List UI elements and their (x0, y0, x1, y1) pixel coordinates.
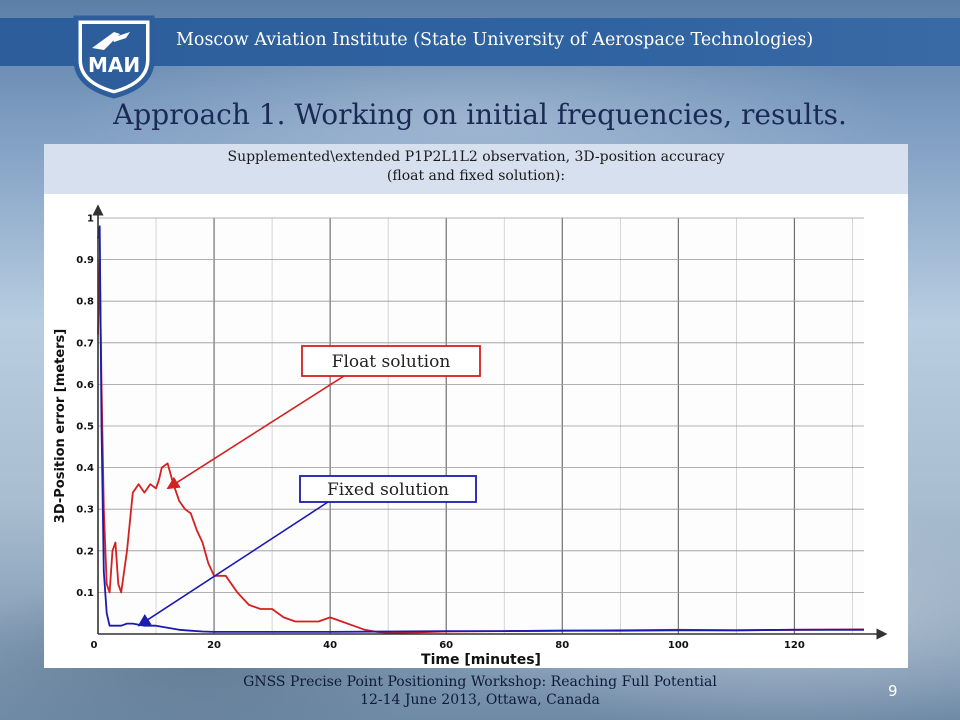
institute-name: Moscow Aviation Institute (State Univers… (176, 30, 814, 50)
x-tick-label: 40 (323, 640, 337, 651)
y-tick-label: 0.3 (76, 505, 94, 516)
fixed-annotation-arrow (137, 501, 329, 627)
float-annotation: Float solution (166, 345, 481, 490)
slide-title: Approach 1. Working on initial frequenci… (113, 98, 847, 131)
x-tick-label: 0 (91, 640, 98, 651)
position-error-chart: 0 20 40 60 80 100 120 0.1 0.2 0.3 0.4 0.5 0.6 0.7 0.8 0… (53, 204, 888, 668)
float-solution-line (97, 258, 865, 634)
x-tick-label: 100 (668, 640, 689, 651)
fixed-annotation-label: Fixed solution (327, 480, 449, 500)
float-annotation-arrow (166, 375, 345, 490)
y-tick-label: 1 (87, 214, 94, 225)
y-tick-label: 0.1 (76, 588, 94, 599)
x-axis-label: Time [minutes] (421, 652, 541, 668)
y-axis-label: 3D-Position error [meters] (53, 329, 68, 523)
y-tick-label: 0.7 (76, 338, 94, 349)
y-tick-label: 0.6 (76, 380, 94, 391)
float-annotation-label: Float solution (332, 352, 451, 372)
chart-caption: Supplemented\extended P1P2L1L2 observati… (44, 144, 908, 194)
y-tick-label: 0.5 (76, 422, 94, 433)
caption-line-1: Supplemented\extended P1P2L1L2 observati… (227, 149, 725, 165)
caption-line-2: (float and fixed solution): (386, 168, 566, 184)
x-tick-label: 80 (555, 640, 569, 651)
mai-logo-icon: МАИ (73, 15, 155, 99)
x-tick-label: 120 (784, 640, 805, 651)
logo-text: МАИ (88, 53, 140, 77)
footer-line-2: 12-14 June 2013, Ottawa, Canada (360, 692, 600, 708)
x-tick-label: 60 (439, 640, 453, 651)
y-tick-label: 0.8 (76, 297, 94, 308)
page-number: 9 (888, 682, 898, 700)
y-tick-label: 0.4 (76, 463, 94, 474)
fixed-solution-line (97, 225, 864, 633)
float-annotation-box (301, 345, 481, 377)
y-tick-label: 0.9 (76, 255, 94, 266)
x-tick-label: 20 (207, 640, 221, 651)
chart-panel: Supplemented\extended P1P2L1L2 observati… (44, 144, 908, 668)
y-tick-label: 0.2 (76, 546, 94, 557)
footer: GNSS Precise Point Positioning Workshop:… (140, 673, 820, 709)
fixed-annotation-box (299, 475, 477, 503)
header-band (0, 18, 960, 66)
footer-line-1: GNSS Precise Point Positioning Workshop:… (243, 674, 717, 690)
fixed-annotation: Fixed solution (137, 475, 477, 627)
